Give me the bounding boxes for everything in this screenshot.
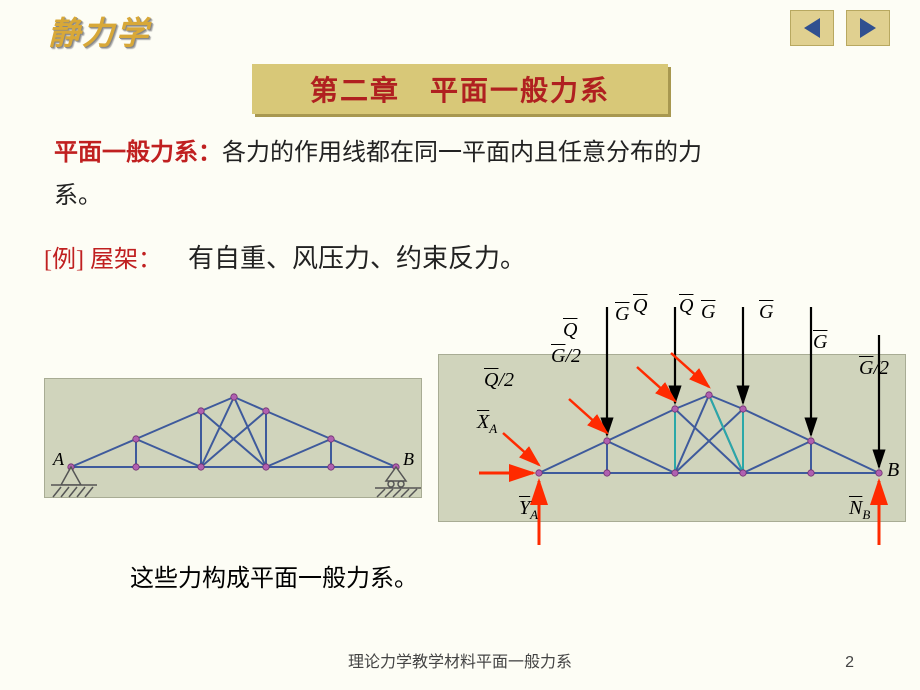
next-button[interactable]: [846, 10, 890, 46]
label-XA: XA: [477, 411, 497, 437]
header-title: 静力学: [48, 8, 150, 54]
definition-text-2: 系。: [54, 175, 876, 218]
diagram-left: A B: [44, 378, 422, 498]
label-B: B: [887, 459, 899, 482]
nav-buttons: [790, 10, 890, 46]
label-Q-2: Q: [633, 295, 647, 318]
label-Q-3: Q: [679, 295, 693, 318]
label-G-2: G: [701, 301, 715, 324]
label-NB: NB: [849, 497, 870, 523]
label-G-1: G: [615, 303, 629, 326]
definition-term: 平面一般力系：: [54, 140, 222, 166]
svg-text:A: A: [52, 449, 65, 469]
label-Ghalf-left: G/2: [551, 345, 581, 368]
prev-button[interactable]: [790, 10, 834, 46]
page-number: 2: [845, 654, 854, 672]
truss-left-svg: A B: [45, 379, 423, 499]
example-text: 有自重、风压力、约束反力。: [188, 244, 526, 273]
footer-text: 理论力学教学材料平面一般力系: [0, 648, 920, 672]
conclusion-text: 这些力构成平面一般力系。: [130, 558, 418, 593]
label-Qhalf: Q/2: [484, 369, 514, 392]
label-YA: YA: [519, 497, 538, 523]
label-Q-1: Q: [563, 319, 577, 342]
chapter-title: 第二章 平面一般力系: [252, 64, 668, 114]
label-G-3: G: [759, 301, 773, 324]
diagrams-area: A B Q/2 G/2 Q G Q Q G G G G/2 XA: [0, 300, 920, 540]
triangle-right-icon: [860, 18, 876, 38]
label-G-4: G: [813, 331, 827, 354]
triangle-left-icon: [804, 18, 820, 38]
diagram-right: Q/2 G/2 Q G Q Q G G G G/2 XA YA NB B: [438, 354, 906, 522]
svg-text:B: B: [403, 449, 414, 469]
label-Ghalf-right: G/2: [859, 357, 889, 380]
content-block: 平面一般力系：各力的作用线都在同一平面内且任意分布的力 系。 [例] 屋架： 有…: [44, 132, 876, 283]
truss-right-svg: [439, 303, 907, 523]
example-label: [例] 屋架：: [44, 247, 162, 273]
definition-text-1: 各力的作用线都在同一平面内且任意分布的力: [222, 140, 702, 166]
